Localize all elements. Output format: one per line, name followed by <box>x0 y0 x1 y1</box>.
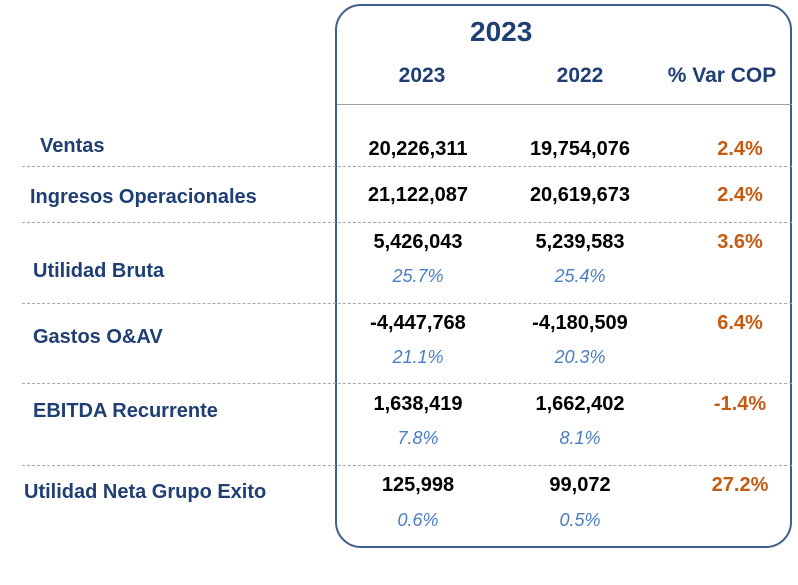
variation-value: -1.4% <box>713 393 767 415</box>
row-divider <box>22 166 792 167</box>
value-2023: 1,638,419 <box>373 393 463 415</box>
value-2023: 21,122,087 <box>367 184 469 206</box>
table-title: 2023 <box>470 16 533 47</box>
margin-2023: 25.7% <box>392 266 444 286</box>
highlight-frame <box>335 4 792 548</box>
variation-value: 3.6% <box>717 231 763 253</box>
column-header-2022: 2022 <box>556 64 604 87</box>
row-divider <box>22 303 792 304</box>
value-2022: 1,662,402 <box>535 393 625 415</box>
value-2022: 19,754,076 <box>529 138 631 160</box>
variation-value: 2.4% <box>717 138 763 160</box>
row-divider <box>22 222 792 223</box>
margin-2022: 0.5% <box>559 510 601 530</box>
row-label-gastos: Gastos O&AV <box>33 326 163 348</box>
value-2023: 5,426,043 <box>373 231 463 253</box>
margin-2022: 25.4% <box>554 266 606 286</box>
margin-2023: 0.6% <box>397 510 439 530</box>
value-2022: -4,180,509 <box>532 312 628 334</box>
value-2022: 20,619,673 <box>529 184 631 206</box>
margin-2023: 21.1% <box>392 347 444 367</box>
header-divider <box>337 104 792 105</box>
column-header-2023: 2023 <box>398 64 446 87</box>
row-divider <box>22 383 792 384</box>
row-label-ingresos: Ingresos Operacionales <box>30 186 257 208</box>
row-label-utilidad-neta: Utilidad Neta Grupo Exito <box>24 481 267 503</box>
margin-2022: 20.3% <box>554 347 606 367</box>
value-2023: 20,226,311 <box>368 138 468 160</box>
margin-2022: 8.1% <box>559 428 601 448</box>
variation-value: 27.2% <box>711 474 769 496</box>
value-2022: 99,072 <box>549 474 611 496</box>
margin-2023: 7.8% <box>397 428 439 448</box>
row-label-ventas: Ventas <box>40 135 105 157</box>
value-2023: 125,998 <box>381 474 455 496</box>
variation-value: 6.4% <box>717 312 763 334</box>
value-2023: -4,447,768 <box>370 312 466 334</box>
row-divider <box>22 465 792 466</box>
value-2022: 5,239,583 <box>535 231 625 253</box>
row-label-ebitda: EBITDA Recurrente <box>33 400 218 422</box>
variation-value: 2.4% <box>717 184 763 206</box>
row-label-utilidad-bruta: Utilidad Bruta <box>33 260 165 282</box>
column-header-var: % Var COP <box>667 64 777 87</box>
